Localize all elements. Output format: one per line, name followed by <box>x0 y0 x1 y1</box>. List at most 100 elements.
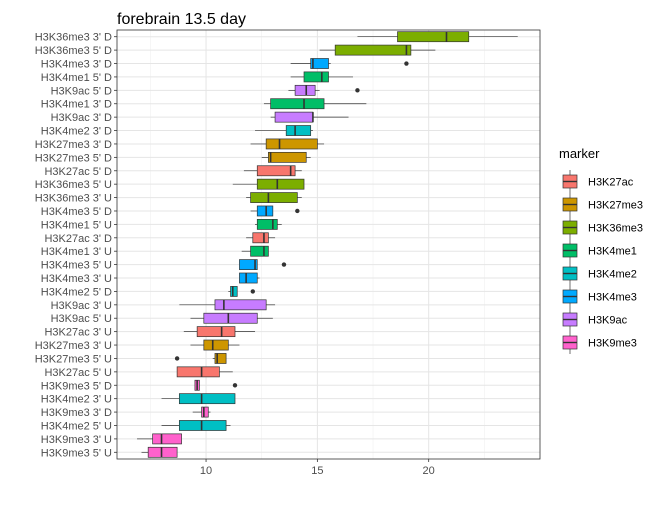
box-outlier <box>174 356 180 361</box>
y-tick-label: H3K9me3 5' U <box>41 447 112 459</box>
box-outlier <box>295 208 300 214</box>
box-iqr <box>334 44 412 56</box>
box-iqr <box>256 165 296 177</box>
box-h3k27ac-5-d <box>243 165 302 177</box>
box-iqr <box>250 245 269 257</box>
legend-entry: H3K27me3 <box>562 193 643 216</box>
legend-entry: H3K36me3 <box>562 216 643 239</box>
box-h3k9me3-3-d <box>192 406 211 418</box>
y-tick-label: H3K4me2 3' D <box>41 126 112 138</box>
box-outlier <box>404 61 409 66</box>
legend-label: H3K27me3 <box>588 200 643 212</box>
box-h3k9me3-5-u <box>141 446 178 458</box>
y-tick-label: H3K27ac 3' U <box>44 327 112 339</box>
box-iqr <box>294 84 316 96</box>
y-tick-label: H3K4me3 3' D <box>41 59 112 71</box>
box-h3k9ac-3-u <box>179 299 276 311</box>
box-h3k4me2-5-u <box>161 420 231 431</box>
legend-entry: H3K27ac <box>562 170 634 193</box>
box-h3k4me2-3-d <box>255 125 313 136</box>
box-iqr <box>196 326 236 338</box>
box-h3k4me2-3-u <box>161 393 236 405</box>
legend-label: H3K36me3 <box>588 223 643 235</box>
box-iqr <box>256 219 278 230</box>
box-iqr <box>214 299 267 311</box>
x-tick-label: 20 <box>423 465 435 477</box>
box-h3k4me3-5-d <box>250 205 300 217</box>
box-iqr <box>203 312 258 324</box>
box-iqr <box>397 31 470 43</box>
y-tick-label: H3K27me3 3' D <box>35 139 112 151</box>
boxes <box>137 31 518 458</box>
legend-entry: H3K9me3 <box>562 331 637 354</box>
box-iqr <box>176 366 220 378</box>
y-tick-label: H3K9me3 3' U <box>41 434 112 446</box>
panel-background <box>117 30 540 459</box>
panel-border <box>116 29 541 460</box>
y-tick-label: H3K4me2 5' D <box>41 286 112 298</box>
y-tick-label: H3K36me3 3' U <box>35 193 112 205</box>
box-iqr <box>265 138 318 150</box>
box-h3k27me3-3-d <box>250 138 325 150</box>
box-iqr <box>270 98 325 110</box>
box-iqr <box>303 71 329 83</box>
box-h3k4me1-3-u <box>241 245 269 257</box>
y-tick-label: H3K27me3 5' D <box>35 152 112 164</box>
legend-label: H3K9ac <box>588 315 628 327</box>
y-tick-label: H3K27ac 3' D <box>44 233 112 245</box>
box-iqr <box>285 125 312 136</box>
box-h3k36me3-3-u <box>246 192 302 203</box>
x-tick-label: 15 <box>311 465 323 477</box>
box-h3k4me1-5-u <box>255 219 282 230</box>
box-outlier <box>281 262 287 267</box>
box-h3k4me1-5-d <box>290 71 353 83</box>
y-tick-label: H3K4me1 5' U <box>41 219 112 231</box>
box-iqr <box>152 433 182 445</box>
legend-label: H3K4me1 <box>588 246 637 258</box>
box-iqr <box>147 446 178 458</box>
legend-entry: H3K4me3 <box>562 285 637 308</box>
x-tick-label: 10 <box>200 465 212 477</box>
y-tick-label: H3K4me2 5' U <box>41 420 112 432</box>
box-outlier <box>355 88 360 93</box>
legend: marker H3K27ac H3K27me3 H3K36me3 H3K4me1 H3K4… <box>559 146 643 354</box>
box-iqr <box>178 393 236 405</box>
y-tick-label: H3K4me1 5' D <box>41 72 112 84</box>
box-iqr <box>239 259 258 270</box>
box-h3k4me3-3-d <box>290 58 409 69</box>
y-tick-label: H3K27me3 3' U <box>35 340 112 352</box>
box-h3k9me3-3-u <box>137 433 182 445</box>
box-h3k27ac-5-u <box>176 366 233 378</box>
box-iqr <box>230 286 238 297</box>
box-iqr <box>250 192 298 203</box>
box-h3k36me3-5-d <box>319 44 436 56</box>
legend-label: H3K9me3 <box>588 338 637 350</box>
chart-title: forebrain 13.5 day <box>117 11 246 28</box>
y-tick-label: H3K9ac 5' U <box>51 313 112 325</box>
y-tick-label: H3K9ac 3' U <box>51 300 112 312</box>
box-h3k4me3-3-u <box>239 272 260 284</box>
box-h3k4me2-5-d <box>228 286 256 297</box>
box-iqr <box>203 339 229 351</box>
box-h3k4me3-5-u <box>239 259 287 270</box>
y-tick-label: H3K9me3 5' D <box>41 380 112 392</box>
box-h3k9ac-5-u <box>190 312 273 324</box>
legend-entry: H3K4me2 <box>562 262 637 285</box>
box-iqr <box>310 58 329 69</box>
y-tick-label: H3K4me3 5' D <box>41 206 112 218</box>
y-tick-label: H3K36me3 5' U <box>35 179 112 191</box>
box-iqr <box>178 420 227 431</box>
box-h3k9ac-5-d <box>288 84 360 96</box>
y-tick-label: H3K4me1 3' D <box>41 99 112 111</box>
box-iqr <box>256 178 305 190</box>
box-iqr <box>268 151 307 163</box>
legend-label: H3K27ac <box>588 177 634 189</box>
y-tick-label: H3K4me1 3' U <box>41 246 112 258</box>
legend-entry: H3K9ac <box>562 308 628 331</box>
box-iqr <box>239 272 258 284</box>
y-tick-label: H3K9ac 3' D <box>51 112 112 124</box>
y-tick-label: H3K36me3 3' D <box>35 32 112 44</box>
